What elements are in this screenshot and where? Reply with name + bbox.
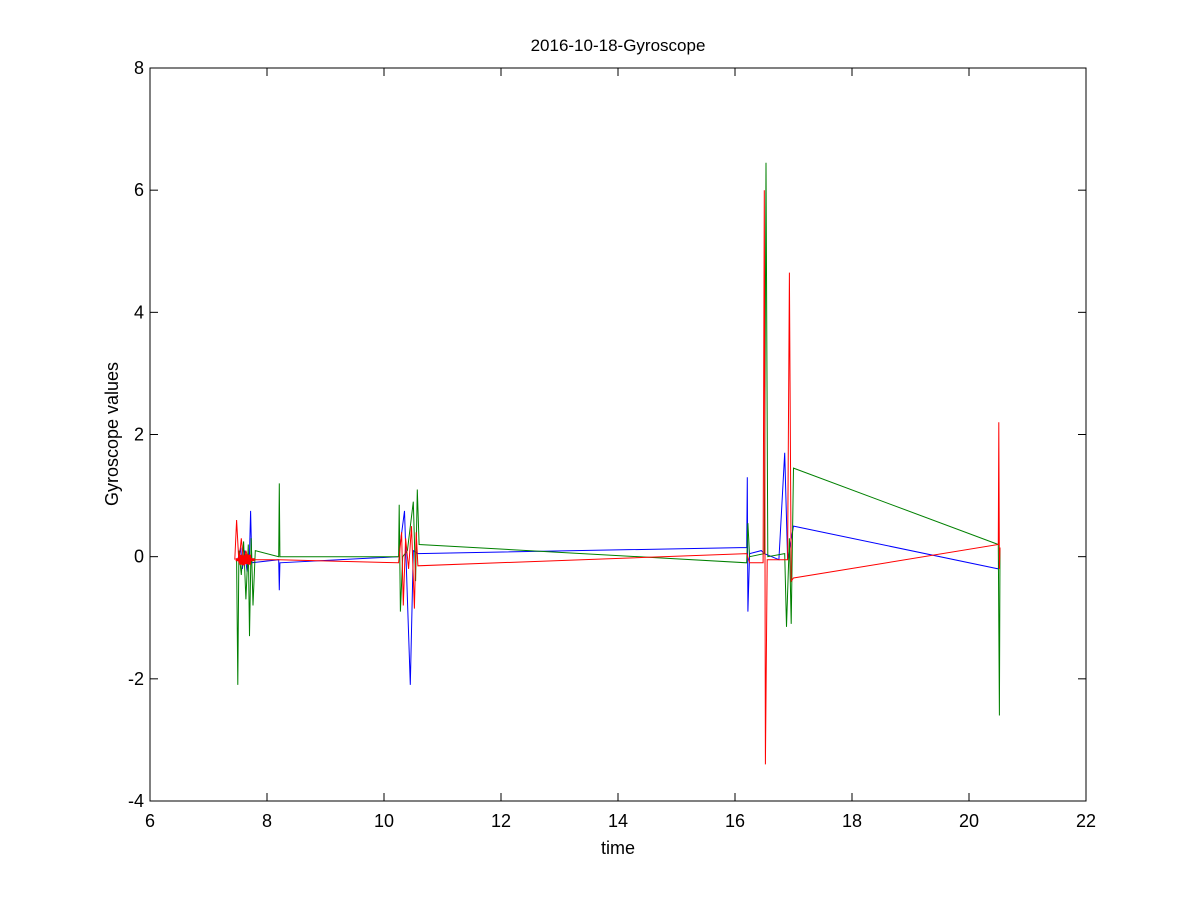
x-tick-label: 20 (959, 811, 979, 831)
ticks-layer: 6 8 10 12 14 16 18 20 22 -4 -2 0 2 4 6 8 (128, 58, 1096, 831)
y-tick-label: 0 (134, 547, 144, 567)
x-tick-label: 16 (725, 811, 745, 831)
y-tick-label: -4 (128, 791, 144, 811)
x-axis-label: time (601, 838, 635, 858)
y-tick-label: 8 (134, 58, 144, 78)
x-tick-label: 10 (374, 811, 394, 831)
x-tick-label: 6 (145, 811, 155, 831)
x-tick-label: 12 (491, 811, 511, 831)
y-tick-label: 6 (134, 180, 144, 200)
chart-title: 2016-10-18-Gyroscope (531, 36, 706, 55)
y-tick-label: 4 (134, 302, 144, 322)
marker-point-4 (244, 554, 255, 565)
plot-layer (234, 162, 1001, 765)
x-tick-label: 14 (608, 811, 628, 831)
y-tick-label: -2 (128, 669, 144, 689)
series-line-3 (234, 190, 1001, 765)
x-tick-label: 18 (842, 811, 862, 831)
series-line-2 (236, 162, 1001, 716)
x-tick-label: 22 (1076, 811, 1096, 831)
x-tick-label: 8 (262, 811, 272, 831)
y-tick-label: 2 (134, 425, 144, 445)
y-axis-label: Gyroscope values (102, 362, 122, 506)
